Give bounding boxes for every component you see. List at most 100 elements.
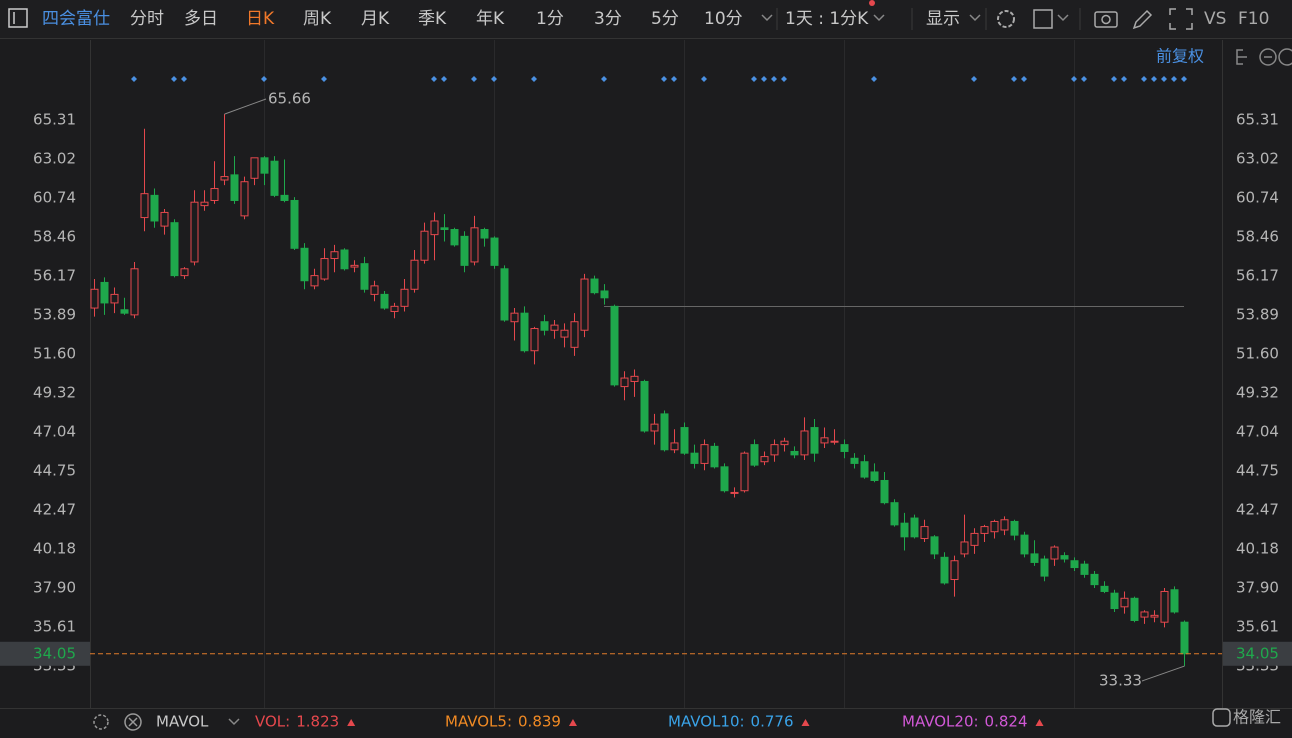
event-marker[interactable] (471, 76, 477, 82)
reset-icon[interactable] (1236, 49, 1247, 65)
sidebar-icon[interactable] (8, 8, 28, 28)
event-marker[interactable] (261, 76, 267, 82)
adjust-mode[interactable]: 前复权 (1156, 47, 1204, 66)
indicator-name[interactable]: MAVOL (156, 713, 209, 731)
candle-body (670, 442, 679, 451)
min-label: 33.33 (1099, 672, 1142, 690)
period-tab[interactable]: 分时 (130, 9, 164, 29)
indicator-close[interactable] (124, 713, 142, 731)
candle-body (440, 227, 449, 231)
candle-body (1000, 519, 1009, 531)
display-menu[interactable]: 显示 (926, 9, 960, 29)
event-marker[interactable] (1111, 76, 1117, 82)
period-tab[interactable]: 10分 (704, 9, 743, 29)
event-marker[interactable] (671, 76, 677, 82)
y-tick-label: 58.46 (33, 228, 76, 246)
candle-body (870, 471, 879, 481)
zoom-out-icon[interactable] (1259, 48, 1277, 66)
candle-body (330, 251, 339, 260)
y-tick-label-right: 47.04 (1236, 423, 1279, 441)
y-tick-label-right: 37.90 (1236, 579, 1279, 597)
y-tick-label: 51.60 (33, 345, 76, 363)
chevron[interactable] (969, 14, 981, 22)
zoom-in-icon[interactable] (1278, 48, 1292, 66)
fullscreen-icon[interactable] (1169, 8, 1193, 30)
event-marker[interactable] (1021, 76, 1027, 82)
chevron[interactable] (761, 14, 773, 22)
candle-body (110, 293, 119, 304)
indicator-settings[interactable] (93, 714, 109, 730)
chevron[interactable] (873, 14, 885, 22)
event-marker[interactable] (971, 76, 977, 82)
event-marker[interactable] (1141, 76, 1147, 82)
last-price-box-right (1223, 641, 1292, 666)
candle-body (1020, 534, 1029, 555)
period-tab[interactable]: 多日 (184, 9, 218, 29)
event-marker[interactable] (131, 76, 137, 82)
period-tab[interactable]: 季K (418, 9, 447, 29)
candle-body (810, 427, 819, 454)
candle-body (380, 293, 389, 309)
event-marker[interactable] (321, 76, 327, 82)
event-marker[interactable] (1171, 76, 1177, 82)
period-tab[interactable]: 1分 (536, 9, 564, 29)
close-x (128, 717, 138, 727)
event-marker[interactable] (761, 76, 767, 82)
event-marker[interactable] (601, 76, 607, 82)
candle-body (90, 288, 99, 309)
f10-button[interactable]: F10 (1238, 9, 1269, 29)
candle-body (770, 444, 779, 456)
vs-button[interactable]: VS (1204, 9, 1226, 29)
trend-arrow (568, 719, 577, 726)
y-tick-label-right: 60.74 (1236, 189, 1279, 207)
indicator-label: MAVOL10: (668, 713, 745, 731)
event-marker[interactable] (171, 76, 177, 82)
candle-body (270, 160, 279, 196)
event-marker[interactable] (1011, 76, 1017, 82)
event-marker[interactable] (181, 76, 187, 82)
event-marker[interactable] (1071, 76, 1077, 82)
settings-icon[interactable] (997, 10, 1015, 28)
event-marker[interactable] (701, 76, 707, 82)
candle-body (150, 194, 159, 222)
candle-body (430, 220, 439, 236)
frame-icon[interactable] (1033, 9, 1053, 29)
event-marker[interactable] (1181, 76, 1187, 82)
event-marker[interactable] (441, 76, 447, 82)
event-marker[interactable] (751, 76, 757, 82)
max-label: 65.66 (268, 90, 311, 108)
candle-body (1140, 611, 1149, 618)
candle-body (940, 556, 949, 584)
candle-body (230, 174, 239, 201)
event-marker[interactable] (871, 76, 877, 82)
camera-icon[interactable] (1094, 11, 1118, 28)
chevron[interactable] (1057, 14, 1069, 22)
candle-body (760, 456, 769, 463)
event-marker[interactable] (1161, 76, 1167, 82)
event-marker[interactable] (1121, 76, 1127, 82)
event-marker[interactable] (491, 76, 497, 82)
pen-icon[interactable] (1132, 9, 1153, 30)
candle-body (1150, 614, 1159, 618)
candle-body (120, 309, 129, 314)
interval-select[interactable]: 1天 : 1分K (785, 9, 869, 29)
event-marker[interactable] (781, 76, 787, 82)
event-marker[interactable] (1151, 76, 1157, 82)
candle-body (630, 375, 639, 382)
event-marker[interactable] (661, 76, 667, 82)
chevron[interactable] (228, 718, 240, 726)
event-marker[interactable] (431, 76, 437, 82)
stock-name[interactable]: 四会富仕 (42, 9, 110, 29)
period-tab[interactable]: 年K (476, 9, 505, 29)
event-marker[interactable] (531, 76, 537, 82)
period-tab[interactable]: 日K (246, 9, 275, 29)
period-tab[interactable]: 月K (361, 9, 390, 29)
event-marker[interactable] (1081, 76, 1087, 82)
event-marker[interactable] (771, 76, 777, 82)
period-tab[interactable]: 3分 (594, 9, 622, 29)
candle-body (640, 380, 649, 432)
period-tab[interactable]: 周K (303, 9, 332, 29)
candle-body (170, 222, 179, 277)
period-tab[interactable]: 5分 (651, 9, 679, 29)
